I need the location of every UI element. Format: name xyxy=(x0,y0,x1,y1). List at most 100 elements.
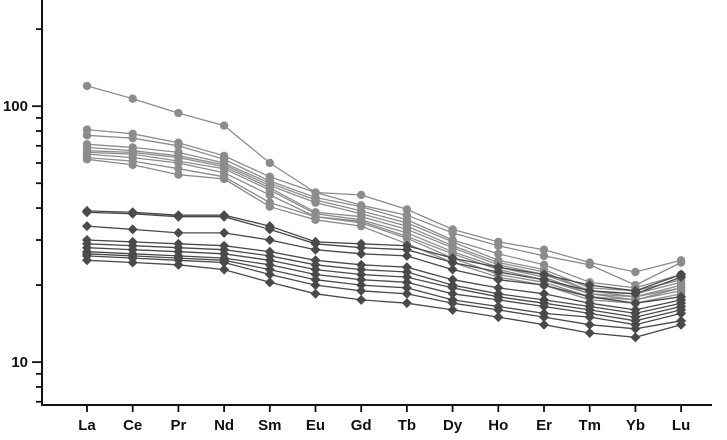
series-line xyxy=(86,247,682,318)
data-point-diamond xyxy=(356,285,367,296)
x-tick-label-lu: Lu xyxy=(672,417,690,434)
data-point-diamond xyxy=(493,304,504,315)
data-point-circle xyxy=(448,228,457,238)
x-tick-label-ce: Ce xyxy=(123,417,142,434)
data-point-circle xyxy=(311,215,320,224)
series-line xyxy=(86,134,682,289)
data-point-diamond xyxy=(401,250,412,261)
series-line xyxy=(86,239,682,311)
data-point-diamond xyxy=(676,308,687,319)
data-point-circle xyxy=(174,141,183,151)
x-tick-label-gd: Gd xyxy=(351,417,372,434)
data-point-diamond xyxy=(493,266,504,277)
data-point-diamond xyxy=(219,264,230,275)
y-axis-tick-labels: 10 100 xyxy=(3,98,28,371)
data-point-diamond xyxy=(401,272,412,283)
data-point-circle xyxy=(539,245,549,254)
data-point-diamond xyxy=(82,255,92,266)
data-point-diamond xyxy=(401,288,412,299)
series-line xyxy=(86,243,682,315)
data-point-circle xyxy=(128,160,137,170)
data-point-diamond xyxy=(447,257,458,268)
series-line xyxy=(86,128,682,286)
data-point-diamond xyxy=(539,312,549,323)
data-point-diamond xyxy=(310,280,321,291)
data-point-diamond xyxy=(584,291,595,302)
series-12 xyxy=(82,207,687,299)
x-tick-label-nd: Nd xyxy=(214,417,234,434)
x-tick-label-ho: Ho xyxy=(488,417,508,434)
data-point-diamond xyxy=(584,280,595,291)
series-line xyxy=(86,259,682,338)
data-point-diamond xyxy=(401,277,412,288)
x-tick-label-pr: Pr xyxy=(170,417,186,434)
data-point-diamond xyxy=(584,312,595,323)
y-tick-label: 10 xyxy=(11,354,28,371)
data-point-diamond xyxy=(356,242,367,253)
data-point-diamond xyxy=(401,298,412,309)
series-4 xyxy=(82,140,686,295)
data-point-diamond xyxy=(676,272,687,283)
data-point-circle xyxy=(357,190,366,200)
data-point-circle xyxy=(357,221,366,231)
data-point-diamond xyxy=(82,207,92,218)
data-point-diamond xyxy=(539,274,549,285)
series-5 xyxy=(82,143,686,298)
data-point-circle xyxy=(311,198,320,207)
data-point-diamond xyxy=(127,208,138,219)
data-point-diamond xyxy=(173,211,184,222)
series-line xyxy=(86,210,682,292)
data-point-diamond xyxy=(310,288,321,299)
data-point-circle xyxy=(174,108,183,118)
x-tick-label-dy: Dy xyxy=(443,417,463,434)
data-point-diamond xyxy=(539,269,549,280)
data-point-diamond xyxy=(493,274,504,285)
data-point-circle xyxy=(539,251,549,261)
data-point-diamond xyxy=(630,323,641,334)
data-point-circle xyxy=(82,155,92,164)
data-point-circle xyxy=(82,81,92,91)
data-point-diamond xyxy=(401,244,412,255)
data-point-diamond xyxy=(539,280,549,291)
data-point-circle xyxy=(402,205,412,214)
series-7 xyxy=(82,148,686,302)
series-line xyxy=(86,253,682,326)
data-point-circle xyxy=(265,158,274,168)
data-point-diamond xyxy=(676,319,687,330)
data-point-diamond xyxy=(447,288,458,299)
series-10 xyxy=(82,155,686,308)
y-tick-label: 100 xyxy=(3,98,28,115)
data-point-circle xyxy=(219,121,229,130)
series-line xyxy=(86,225,682,304)
data-point-diamond xyxy=(173,259,184,270)
data-point-diamond xyxy=(584,327,595,338)
data-point-diamond xyxy=(447,282,458,293)
x-axis-ticks xyxy=(86,405,682,412)
data-point-diamond xyxy=(493,294,504,305)
x-tick-label-eu: Eu xyxy=(306,417,325,434)
data-point-circle xyxy=(219,174,229,184)
data-point-diamond xyxy=(447,274,458,285)
x-tick-label-la: La xyxy=(78,417,96,434)
data-point-circle xyxy=(174,164,183,173)
data-point-diamond xyxy=(310,244,321,255)
data-point-circle xyxy=(494,249,503,259)
data-point-diamond xyxy=(310,274,321,285)
data-point-circle xyxy=(265,202,274,211)
series-line xyxy=(86,143,682,292)
data-point-diamond xyxy=(127,224,138,235)
x-tick-label-er: Er xyxy=(536,417,552,434)
data-point-diamond xyxy=(82,221,92,232)
data-point-diamond xyxy=(173,227,184,238)
data-point-diamond xyxy=(630,332,641,343)
data-point-diamond xyxy=(401,266,412,277)
data-point-diamond xyxy=(310,269,321,280)
series-line xyxy=(86,150,682,298)
series-13 xyxy=(82,221,687,309)
data-point-circle xyxy=(631,267,640,277)
data-point-diamond xyxy=(264,224,275,235)
data-point-diamond xyxy=(219,211,230,222)
data-point-diamond xyxy=(493,312,504,323)
x-axis-tick-labels: La Ce Pr Nd Sm Eu Gd Tb Dy Ho Er Tm Yb Lu xyxy=(78,417,690,434)
